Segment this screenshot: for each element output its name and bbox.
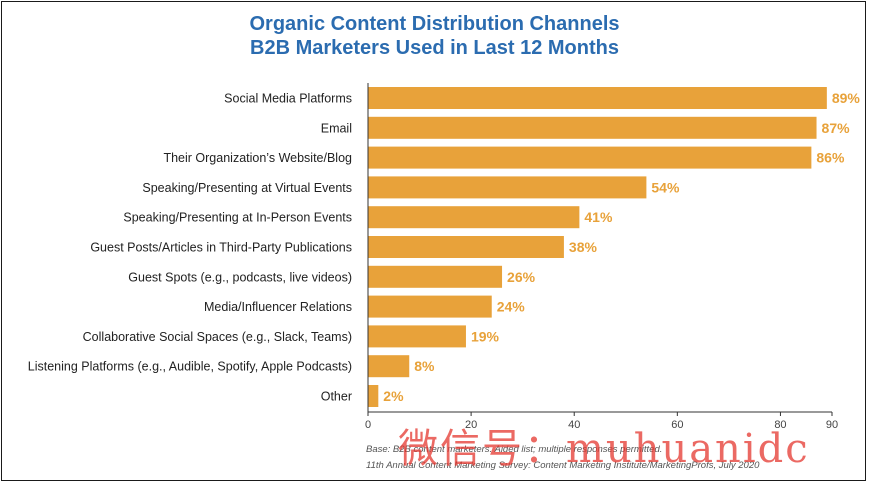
value-label: 38% [569, 239, 598, 255]
category-label: Listening Platforms (e.g., Audible, Spot… [28, 360, 352, 374]
value-label: 24% [497, 299, 526, 315]
bar [368, 176, 647, 199]
value-label: 87% [822, 120, 851, 136]
x-tick-label: 90 [826, 419, 838, 431]
bar [368, 236, 564, 258]
category-label: Guest Spots (e.g., podcasts, live videos… [128, 270, 352, 284]
category-label: Speaking/Presenting at In-Person Events [123, 211, 352, 225]
value-label: 2% [383, 388, 404, 404]
bar [368, 206, 580, 229]
category-label: Their Organization’s Website/Blog [163, 151, 352, 165]
chart-title-block: Organic Content Distribution Channels B2… [0, 12, 869, 60]
value-label: 26% [507, 269, 536, 285]
category-label: Guest Posts/Articles in Third-Party Publ… [90, 241, 352, 255]
category-label: Speaking/Presenting at Virtual Events [142, 181, 352, 195]
value-label: 54% [651, 179, 680, 195]
bar [368, 295, 492, 318]
value-label: 8% [414, 358, 435, 374]
footnote-source: 11th Annual Content Marketing Survey: Co… [366, 460, 760, 471]
x-tick-label: 0 [365, 419, 371, 431]
value-label: 89% [832, 90, 861, 106]
category-label: Other [321, 390, 352, 404]
bar [368, 325, 466, 348]
bar [368, 355, 410, 378]
value-label: 19% [471, 328, 500, 344]
bar [368, 87, 827, 109]
x-tick-label: 40 [568, 419, 580, 431]
category-label: Media/Influencer Relations [204, 300, 352, 314]
x-tick-label: 20 [465, 419, 477, 431]
footnote-base: Base: B2B content marketers. Aided list;… [366, 444, 663, 455]
bar [368, 265, 503, 288]
category-label: Social Media Platforms [224, 92, 352, 106]
bar [368, 116, 817, 139]
bar [368, 146, 812, 169]
watermark: 微信号：muhuanidc [398, 426, 810, 472]
bar [368, 385, 379, 407]
chart-title: Organic Content Distribution Channels [249, 13, 620, 35]
category-label: Email [321, 121, 352, 135]
value-label: 86% [816, 150, 845, 166]
x-tick-label: 60 [671, 419, 683, 431]
value-label: 41% [584, 209, 613, 225]
chart-subtitle: B2B Marketers Used in Last 12 Months [250, 37, 619, 59]
x-tick-label: 80 [774, 419, 786, 431]
category-label: Collaborative Social Spaces (e.g., Slack… [83, 330, 352, 344]
